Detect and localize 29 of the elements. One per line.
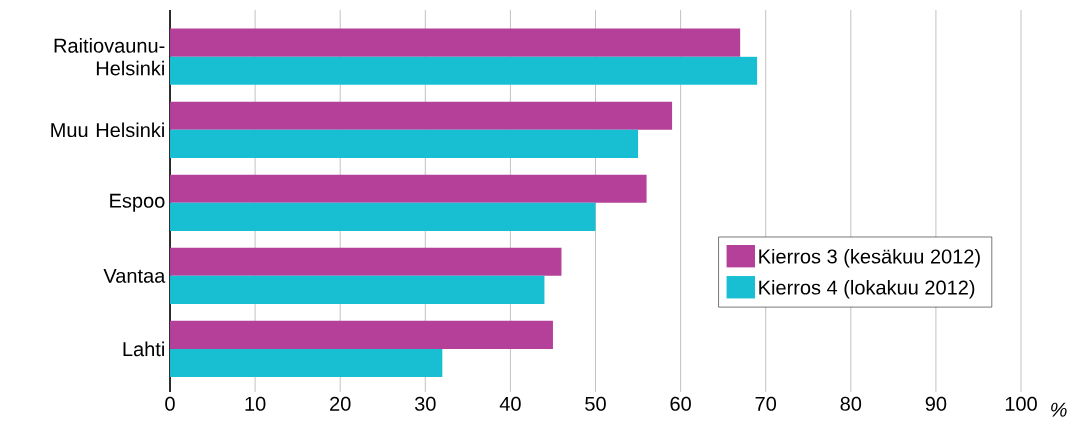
x-tick-label: 70: [755, 396, 777, 411]
bar: [170, 202, 596, 231]
bar: [170, 28, 741, 57]
x-tick-label: 20: [330, 396, 351, 411]
x-axis-title: %: [1051, 402, 1067, 417]
x-tick-label: 100: [1005, 396, 1037, 411]
y-tick-label: Vantaa: [103, 268, 166, 283]
bar: [170, 129, 639, 158]
x-tick-label: 90: [925, 396, 947, 411]
bar: [170, 174, 647, 203]
bar: [170, 348, 443, 378]
bar: [170, 320, 553, 349]
y-tick-label: Muu Helsinki: [51, 122, 164, 138]
x-tick-label: 40: [499, 396, 521, 411]
bar: [170, 56, 758, 85]
y-tick-label: Lahti: [123, 341, 164, 357]
bar: [170, 247, 562, 276]
legend-label: Kierros 4 (lokakuu 2012): [759, 279, 975, 299]
x-tick-label: 0: [165, 396, 175, 411]
x-tick-label: 10: [245, 396, 266, 411]
bar: [170, 275, 545, 304]
y-tick-label: Raitiovaunu-Helsinki: [54, 38, 165, 76]
x-tick-label: 80: [840, 396, 862, 411]
legend-label: Kierros 3 (kesäkuu 2012): [759, 248, 980, 268]
x-tick-label: 50: [585, 396, 606, 411]
y-tick-label: Espoo: [110, 193, 165, 212]
x-tick-label: 30: [414, 396, 436, 411]
bar: [170, 101, 673, 130]
x-tick-label: 60: [670, 396, 691, 411]
